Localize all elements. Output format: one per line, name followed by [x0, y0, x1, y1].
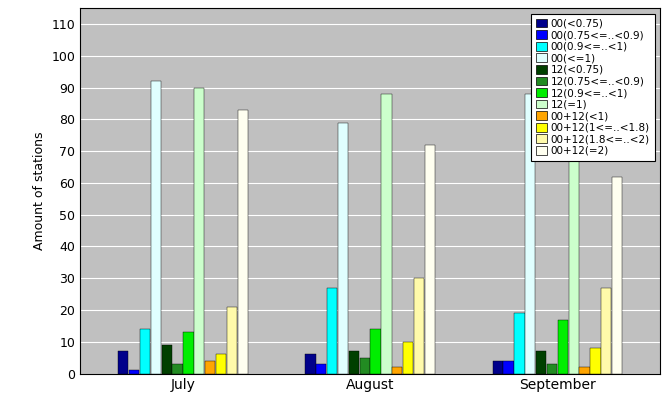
Bar	[414, 278, 424, 374]
Bar	[237, 110, 248, 374]
Bar	[403, 342, 414, 374]
Bar	[118, 351, 129, 374]
Bar	[194, 88, 204, 374]
Bar	[601, 288, 612, 374]
Bar	[492, 361, 503, 374]
Bar	[129, 370, 139, 374]
Bar	[590, 348, 600, 374]
Bar	[316, 364, 326, 374]
Bar	[327, 288, 338, 374]
Bar	[612, 177, 622, 374]
Bar	[151, 81, 161, 374]
Bar	[349, 351, 359, 374]
Bar	[504, 361, 514, 374]
Bar	[547, 364, 557, 374]
Bar	[360, 358, 370, 374]
Bar	[305, 354, 315, 374]
Bar	[514, 313, 524, 374]
Bar	[227, 307, 237, 374]
Bar	[370, 329, 381, 374]
Bar	[338, 122, 348, 374]
Bar	[392, 367, 402, 374]
Y-axis label: Amount of stations: Amount of stations	[33, 132, 46, 250]
Bar	[205, 361, 215, 374]
Bar	[161, 345, 172, 374]
Bar	[525, 94, 536, 374]
Bar	[536, 351, 546, 374]
Legend: 00(<0.75), 00(0.75<=..<0.9), 00(0.9<=..<1), 00(<=1), 12(<0.75), 12(0.75<=..<0.9): 00(<0.75), 00(0.75<=..<0.9), 00(0.9<=..<…	[531, 14, 655, 161]
Bar	[140, 329, 150, 374]
Bar	[568, 97, 579, 374]
Bar	[580, 367, 590, 374]
Bar	[216, 354, 226, 374]
Bar	[183, 332, 193, 374]
Bar	[172, 364, 183, 374]
Bar	[382, 94, 392, 374]
Bar	[558, 320, 568, 374]
Bar	[425, 145, 435, 374]
